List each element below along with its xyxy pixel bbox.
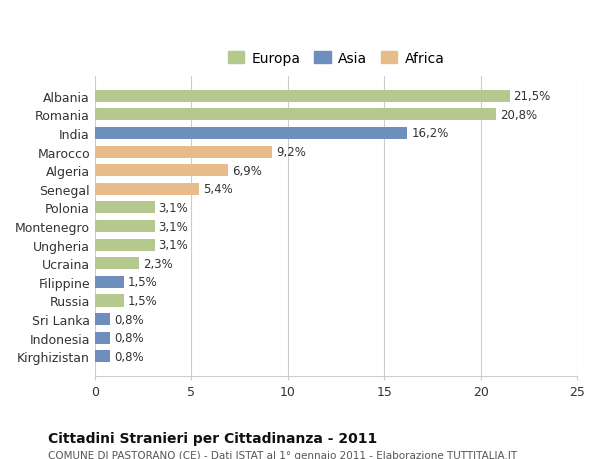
Text: 1,5%: 1,5%	[128, 294, 157, 307]
Bar	[95, 313, 110, 325]
Bar	[95, 239, 155, 251]
Text: 3,1%: 3,1%	[158, 239, 188, 252]
Bar	[95, 184, 199, 196]
Bar	[95, 351, 110, 363]
Text: 0,8%: 0,8%	[114, 313, 144, 326]
Bar	[95, 90, 509, 103]
Text: 2,3%: 2,3%	[143, 257, 173, 270]
Legend: Europa, Asia, Africa: Europa, Asia, Africa	[221, 45, 451, 73]
Text: 0,8%: 0,8%	[114, 350, 144, 363]
Bar	[95, 220, 155, 233]
Text: 6,9%: 6,9%	[232, 164, 262, 177]
Bar	[95, 202, 155, 214]
Text: 3,1%: 3,1%	[158, 220, 188, 233]
Bar	[95, 128, 407, 140]
Bar	[95, 165, 228, 177]
Text: 21,5%: 21,5%	[514, 90, 551, 103]
Text: Cittadini Stranieri per Cittadinanza - 2011: Cittadini Stranieri per Cittadinanza - 2…	[48, 431, 377, 445]
Text: 20,8%: 20,8%	[500, 109, 537, 122]
Bar	[95, 332, 110, 344]
Text: 1,5%: 1,5%	[128, 276, 157, 289]
Text: COMUNE DI PASTORANO (CE) - Dati ISTAT al 1° gennaio 2011 - Elaborazione TUTTITAL: COMUNE DI PASTORANO (CE) - Dati ISTAT al…	[48, 450, 517, 459]
Text: 5,4%: 5,4%	[203, 183, 233, 196]
Text: 0,8%: 0,8%	[114, 331, 144, 344]
Bar	[95, 276, 124, 288]
Bar	[95, 257, 139, 270]
Bar	[95, 109, 496, 121]
Text: 16,2%: 16,2%	[411, 127, 449, 140]
Bar	[95, 146, 272, 158]
Bar	[95, 295, 124, 307]
Text: 9,2%: 9,2%	[276, 146, 306, 159]
Text: 3,1%: 3,1%	[158, 202, 188, 214]
